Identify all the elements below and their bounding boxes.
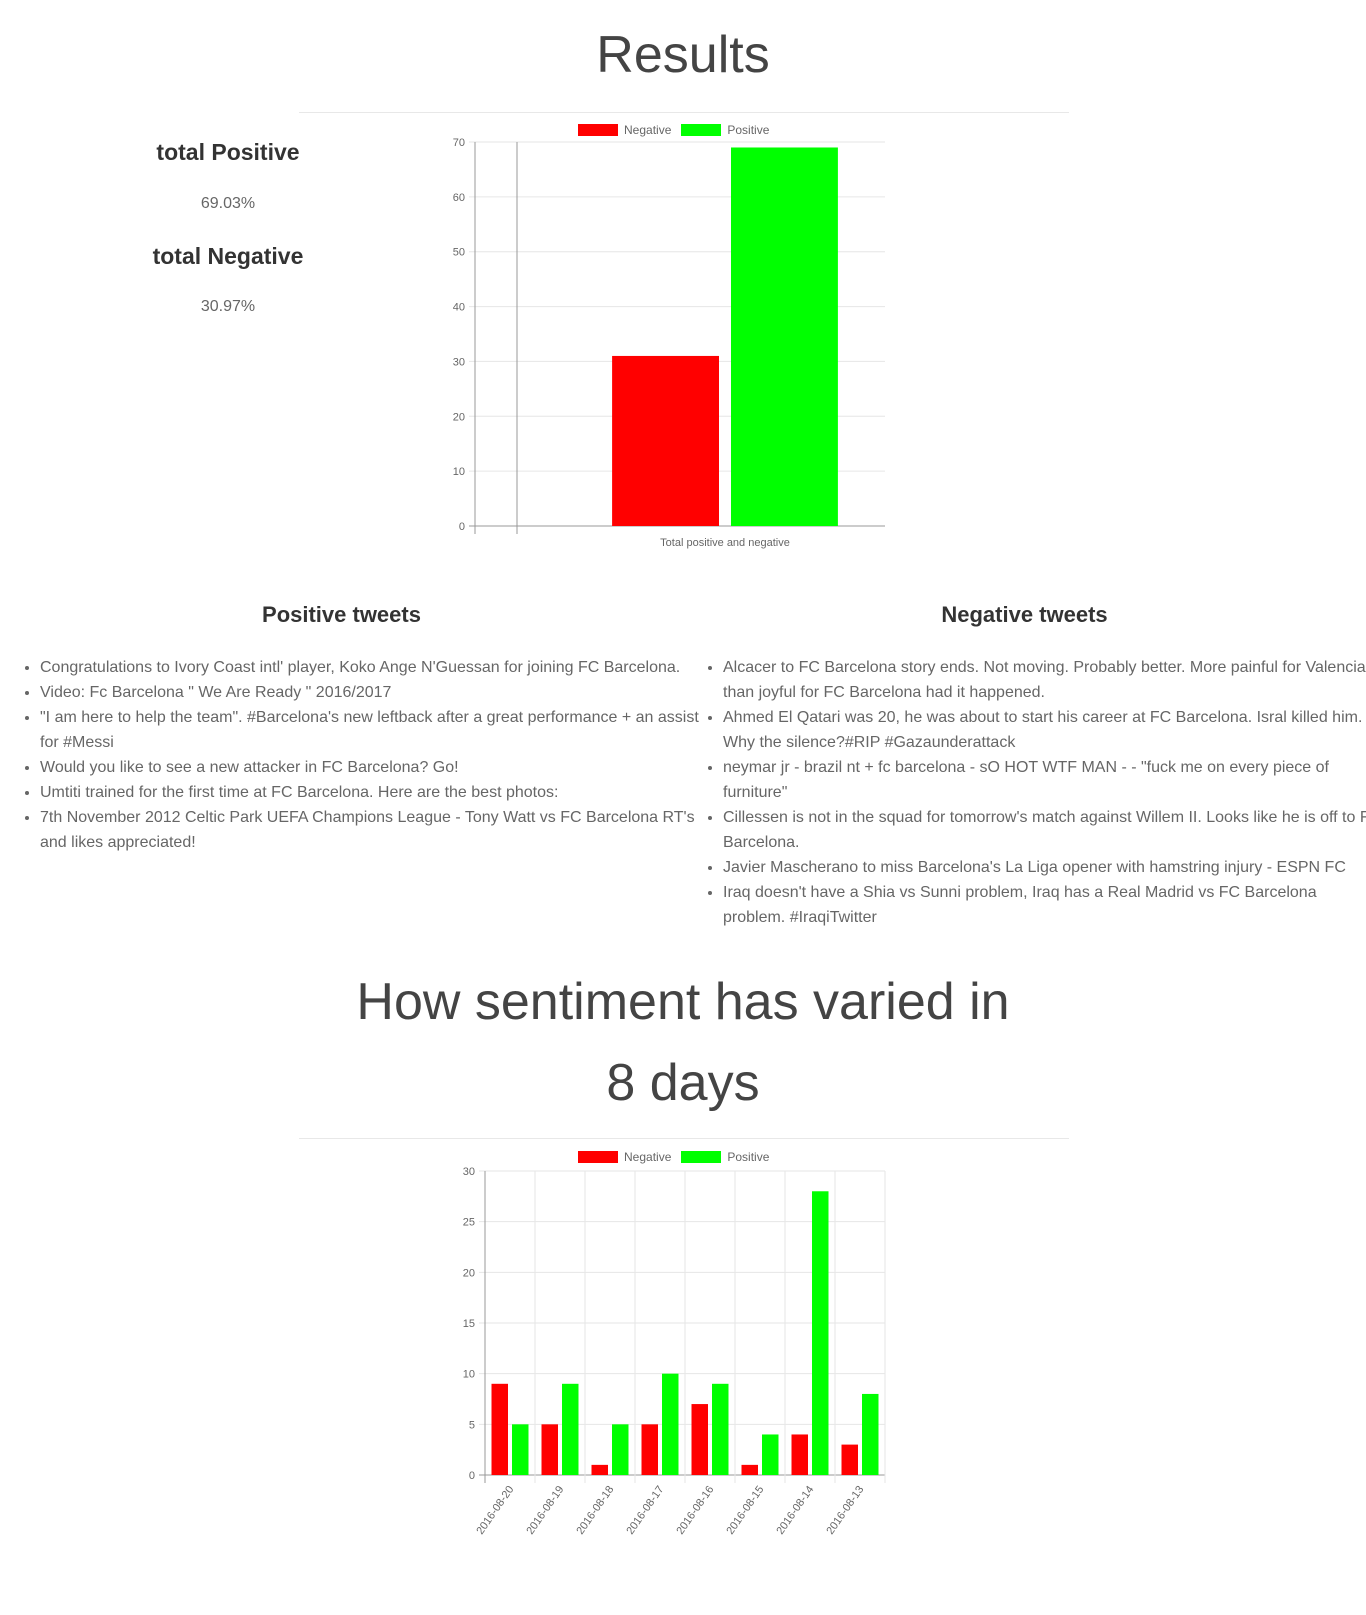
bar-positive [731,147,838,526]
total-positive-label: total Positive [156,139,300,165]
legend-positive-label: Positive [727,123,770,137]
bar-negative [841,1444,858,1475]
x-tick-label: 2016-08-13 [824,1484,866,1537]
bar-negative [612,355,719,526]
y-tick-label: 5 [469,1419,475,1431]
bar-negative [641,1424,658,1475]
y-tick-label: 60 [453,192,465,204]
legend-positive-label: Positive [727,1150,770,1164]
x-tick-label: 2016-08-19 [524,1484,566,1537]
tweet-item: 7th November 2012 Celtic Park UEFA Champ… [40,805,700,855]
legend-positive-swatch [681,124,722,136]
y-tick-label: 10 [463,1369,475,1381]
divider [299,1138,1069,1139]
bar-positive [562,1383,579,1475]
positive-tweets-list: Congratulations to Ivory Coast intl' pla… [22,655,700,855]
bar-negative [691,1404,708,1475]
x-tick-label: 2016-08-14 [774,1484,816,1537]
bar-positive [812,1191,829,1475]
y-tick-label: 30 [463,1166,475,1178]
tweet-item: "I am here to help the team". #Barcelona… [40,705,700,755]
total-positive-value: 69.03% [200,195,256,212]
bar-positive [512,1424,529,1475]
x-tick-label: 2016-08-16 [674,1484,716,1537]
x-tick-label: 2016-08-20 [474,1484,516,1537]
tweet-item: Congratulations to Ivory Coast intl' pla… [40,655,700,680]
bar-positive [712,1383,729,1475]
chart1-legend: Negative Positive [578,123,779,137]
tweet-item: Javier Mascherano to miss Barcelona's La… [723,855,1366,880]
positive-tweets-title: Positive tweets [262,602,421,627]
tweet-item: Cillessen is not in the squad for tomorr… [723,805,1366,855]
y-tick-label: 70 [453,137,465,149]
chart2-legend: Negative Positive [578,1150,779,1164]
bar-positive [612,1424,629,1475]
total-negative-label: total Negative [152,243,304,269]
y-tick-label: 15 [463,1318,475,1330]
legend-negative-swatch [578,1151,618,1163]
bar-negative [591,1464,608,1475]
legend-negative-label: Negative [624,1150,672,1164]
y-tick-label: 10 [453,466,465,478]
bar-positive [862,1393,879,1475]
tweet-item: Iraq doesn't have a Shia vs Sunni proble… [723,880,1366,930]
tweet-item: Would you like to see a new attacker in … [40,755,700,780]
bar-negative [791,1434,808,1475]
tweet-item: Video: Fc Barcelona " We Are Ready " 201… [40,680,700,705]
y-tick-label: 20 [463,1267,475,1279]
bar-negative [491,1383,508,1475]
y-tick-label: 0 [459,521,465,533]
legend-negative-swatch [578,124,618,136]
x-tick-label: 2016-08-15 [724,1484,766,1537]
y-tick-label: 25 [463,1217,475,1229]
tweet-item: Umtiti trained for the first time at FC … [40,780,700,805]
divider [299,112,1069,113]
y-tick-label: 50 [453,247,465,259]
tweet-item: Ahmed El Qatari was 20, he was about to … [723,705,1366,755]
x-tick-label: 2016-08-17 [624,1484,666,1537]
tweet-item: neymar jr - brazil nt + fc barcelona - s… [723,755,1366,805]
total-negative-value: 30.97% [200,298,256,315]
bar-positive [762,1434,779,1475]
bar-negative [741,1464,758,1475]
y-tick-label: 40 [453,302,465,314]
x-tick-label: 2016-08-18 [574,1484,616,1537]
legend-positive-swatch [681,1151,722,1163]
bar-negative [541,1424,558,1475]
y-tick-label: 30 [453,356,465,368]
variation-title-line1: How sentiment has varied in [356,973,1010,1031]
y-tick-label: 0 [469,1470,475,1482]
y-tick-label: 20 [453,411,465,423]
negative-tweets-title: Negative tweets [941,602,1108,627]
x-tick-label: Total positive and negative [660,537,790,549]
negative-tweets-list: Alcacer to FC Barcelona story ends. Not … [705,655,1366,930]
total-sentiment-chart: 0 10 20 30 40 50 60 70 Total positive and negati… [453,137,885,549]
bar-positive [662,1373,679,1475]
results-title: Results [596,26,770,84]
legend-negative-label: Negative [624,123,672,137]
tweet-item: Alcacer to FC Barcelona story ends. Not … [723,655,1366,705]
variation-title-line2: 8 days [606,1054,760,1112]
